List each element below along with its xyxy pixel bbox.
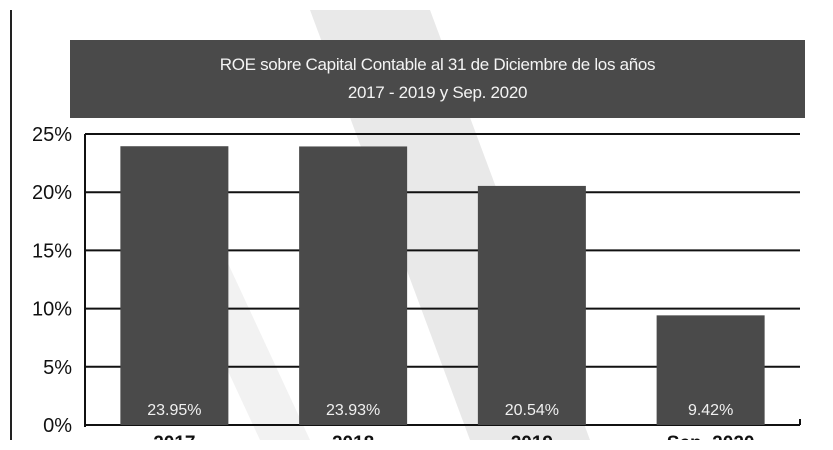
x-category-label: Sep. 2020	[667, 433, 755, 440]
x-category-label: 2017	[153, 433, 195, 440]
y-tick-label: 0%	[43, 415, 72, 437]
y-tick-label: 25%	[32, 124, 72, 146]
bar	[299, 146, 408, 425]
x-category-label: 2019	[511, 433, 553, 440]
bar	[477, 185, 586, 425]
x-category-label: 2018	[332, 433, 374, 440]
bar-value-label: 23.95%	[147, 402, 201, 419]
y-tick-label: 10%	[32, 299, 72, 321]
roe-bar-chart: ROE sobre Capital Contable al 31 de Dici…	[10, 10, 805, 440]
bar-value-label: 9.42%	[688, 402, 733, 419]
chart-title-line: 2017 - 2019 y Sep. 2020	[348, 83, 527, 102]
bar	[656, 315, 765, 425]
bar	[120, 146, 229, 426]
bar-value-label: 23.93%	[326, 402, 380, 419]
bar-value-label: 20.54%	[505, 402, 559, 419]
y-tick-label: 15%	[32, 240, 72, 262]
y-tick-label: 5%	[43, 357, 72, 379]
chart-title-line: ROE sobre Capital Contable al 31 de Dici…	[220, 55, 656, 74]
chart-frame: ROE sobre Capital Contable al 31 de Dici…	[10, 10, 810, 440]
title-band	[70, 40, 805, 118]
y-tick-label: 20%	[32, 182, 72, 204]
